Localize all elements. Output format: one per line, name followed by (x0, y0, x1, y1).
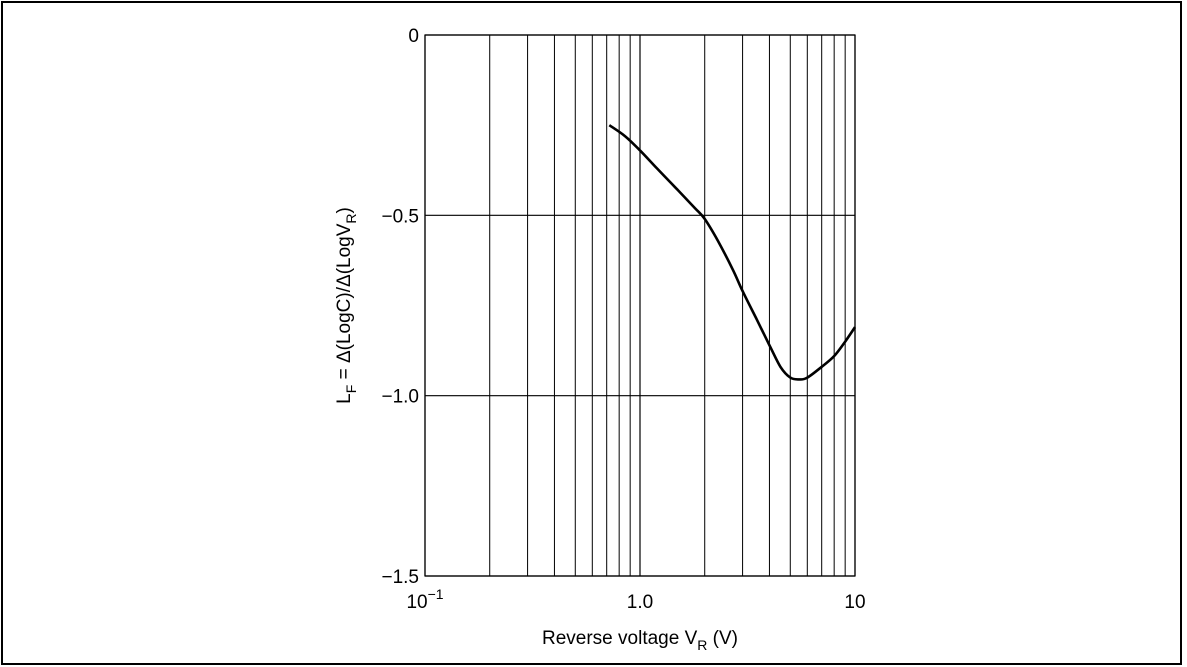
vertical-gridlines (424, 35, 856, 576)
x-tick-label: 10 (844, 592, 865, 613)
y-axis-label: LF = Δ(LogC)/Δ(LogVR) (334, 207, 359, 404)
y-tick-label: −1.0 (381, 387, 419, 408)
x-tick-label: 1.0 (627, 592, 653, 613)
y-tick-label: −1.5 (381, 567, 419, 588)
y-tick-label: 0 (408, 26, 419, 47)
y-tick-label: −0.5 (381, 206, 419, 227)
lf-curve (608, 124, 857, 381)
x-axis-label: Reverse voltage VR (V) (542, 628, 738, 653)
x-tick-labels: 10−1 1.0 10 (406, 586, 865, 613)
x-tick-label: 10−1 (406, 586, 443, 613)
y-tick-labels: 0 −0.5 −1.0 −1.5 (381, 26, 419, 588)
plot-area (424, 34, 856, 577)
